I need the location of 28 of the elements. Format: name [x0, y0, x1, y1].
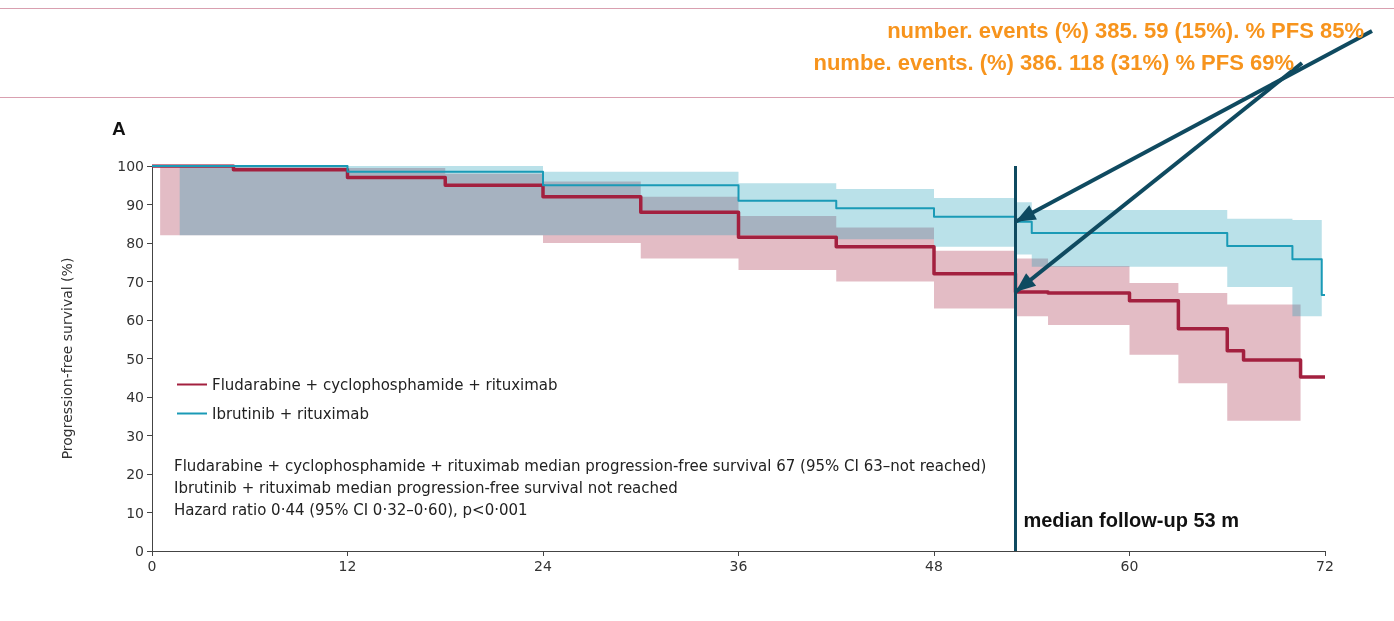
y-tick-label: 60 — [126, 312, 144, 328]
legend-label: Ibrutinib + rituximab — [212, 404, 370, 423]
y-tick-label: 30 — [126, 427, 144, 444]
y-tick-label: 80 — [126, 235, 144, 251]
annotation: Hazard ratio 0·44 (95% CI 0·32–0·60), p<0·001 — [174, 501, 528, 519]
x-tick-label: 60 — [1120, 558, 1139, 574]
legend-label: Fludarabine + cyclophosphamide + rituximab — [212, 375, 558, 394]
y-tick-label: 20 — [126, 466, 144, 482]
x-tick-label: 36 — [729, 558, 748, 574]
annotation: number. events (%) 385. 59 (15%). % PFS 85% — [887, 18, 1364, 44]
y-tick-label: 100 — [117, 158, 144, 174]
y-tick-label: 0 — [135, 543, 144, 559]
x-tick-label: 72 — [1316, 558, 1334, 574]
y-tick-label: 50 — [126, 350, 144, 367]
annotation: Ibrutinib + rituximab median progression-free survival not reached — [174, 479, 678, 497]
x-tick-label: 48 — [925, 558, 943, 574]
y-tick-label: 70 — [126, 273, 144, 290]
annotation: numbe. events. (%) 386. 118 (31%) % PFS 69% — [813, 50, 1294, 76]
y-tick-label: 90 — [126, 196, 144, 213]
annotation: Fludarabine + cyclophosphamide + rituximab median progression-free survival 67 (95% CI 63–not reached) — [174, 457, 987, 475]
x-tick-label: 0 — [147, 558, 157, 574]
x-tick-label: 12 — [338, 558, 357, 574]
y-tick-label: 10 — [126, 504, 144, 521]
x-tick-label: 24 — [534, 558, 552, 574]
text: A — [112, 118, 126, 140]
ref-line-label: median follow-up 53 m — [1023, 509, 1240, 532]
y-tick-label: 40 — [126, 389, 144, 405]
y-axis-title: Progression-free survival (%) — [59, 257, 75, 460]
